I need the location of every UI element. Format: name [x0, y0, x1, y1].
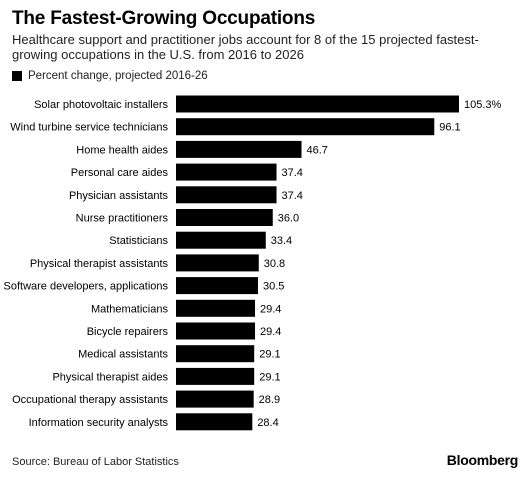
bar [176, 413, 253, 431]
category-label: Solar photovoltaic installers [34, 99, 168, 111]
bar [176, 231, 266, 249]
category-label: Statisticians [109, 235, 168, 247]
category-label: Occupational therapy assistants [12, 394, 168, 406]
bloomberg-logo: Bloomberg [446, 452, 519, 468]
data-label: 30.8 [264, 258, 285, 270]
bar [176, 140, 302, 158]
chart-title: The Fastest-Growing Occupations [12, 8, 316, 29]
bar [176, 186, 277, 204]
data-label: 29.1 [259, 349, 280, 361]
data-label: 36.0 [278, 213, 299, 225]
data-label: 29.4 [260, 326, 281, 338]
category-label: Bicycle repairers [87, 326, 169, 338]
category-label: Wind turbine service technicians [10, 122, 168, 134]
legend-swatch [12, 71, 22, 81]
data-label: 30.5 [263, 281, 284, 293]
bar [176, 277, 258, 295]
data-label: 37.4 [282, 190, 303, 202]
data-label: 29.1 [259, 371, 280, 383]
category-label: Medical assistants [78, 349, 168, 361]
category-label: Software developers, applications [4, 281, 169, 293]
bar [176, 299, 256, 317]
data-label: 37.4 [282, 167, 303, 179]
bar [176, 390, 254, 408]
bar [176, 118, 435, 136]
category-label: Physical therapist assistants [30, 258, 169, 270]
category-label: Information security analysts [29, 417, 169, 429]
source-note: Source: Bureau of Labor Statistics [12, 456, 179, 468]
legend-label: Percent change, projected 2016-26 [28, 70, 208, 82]
data-label: 105.3% [464, 99, 502, 111]
category-label: Physician assistants [69, 190, 169, 202]
bar [176, 163, 277, 181]
category-label: Nurse practitioners [76, 213, 169, 225]
category-label: Home health aides [76, 144, 168, 156]
bar [176, 345, 255, 363]
category-label: Mathematicians [91, 303, 169, 315]
data-label: 28.4 [257, 417, 278, 429]
chart-legend: Percent change, projected 2016-26 [12, 69, 208, 83]
bar-chart: Solar photovoltaic installers 105.3% Wind … [4, 95, 502, 431]
category-label: Physical therapist aides [52, 371, 168, 383]
data-label: 96.1 [439, 122, 460, 134]
bar [176, 95, 459, 113]
bar [176, 322, 256, 340]
bar [176, 367, 255, 385]
data-label: 28.9 [259, 394, 280, 406]
chart-subtitle: Healthcare support and practitioner jobs… [12, 32, 479, 62]
category-label: Personal care aides [71, 167, 169, 179]
data-label: 46.7 [307, 144, 328, 156]
bar [176, 254, 259, 272]
data-label: 29.4 [260, 303, 281, 315]
data-label: 33.4 [271, 235, 292, 247]
bar [176, 209, 273, 226]
